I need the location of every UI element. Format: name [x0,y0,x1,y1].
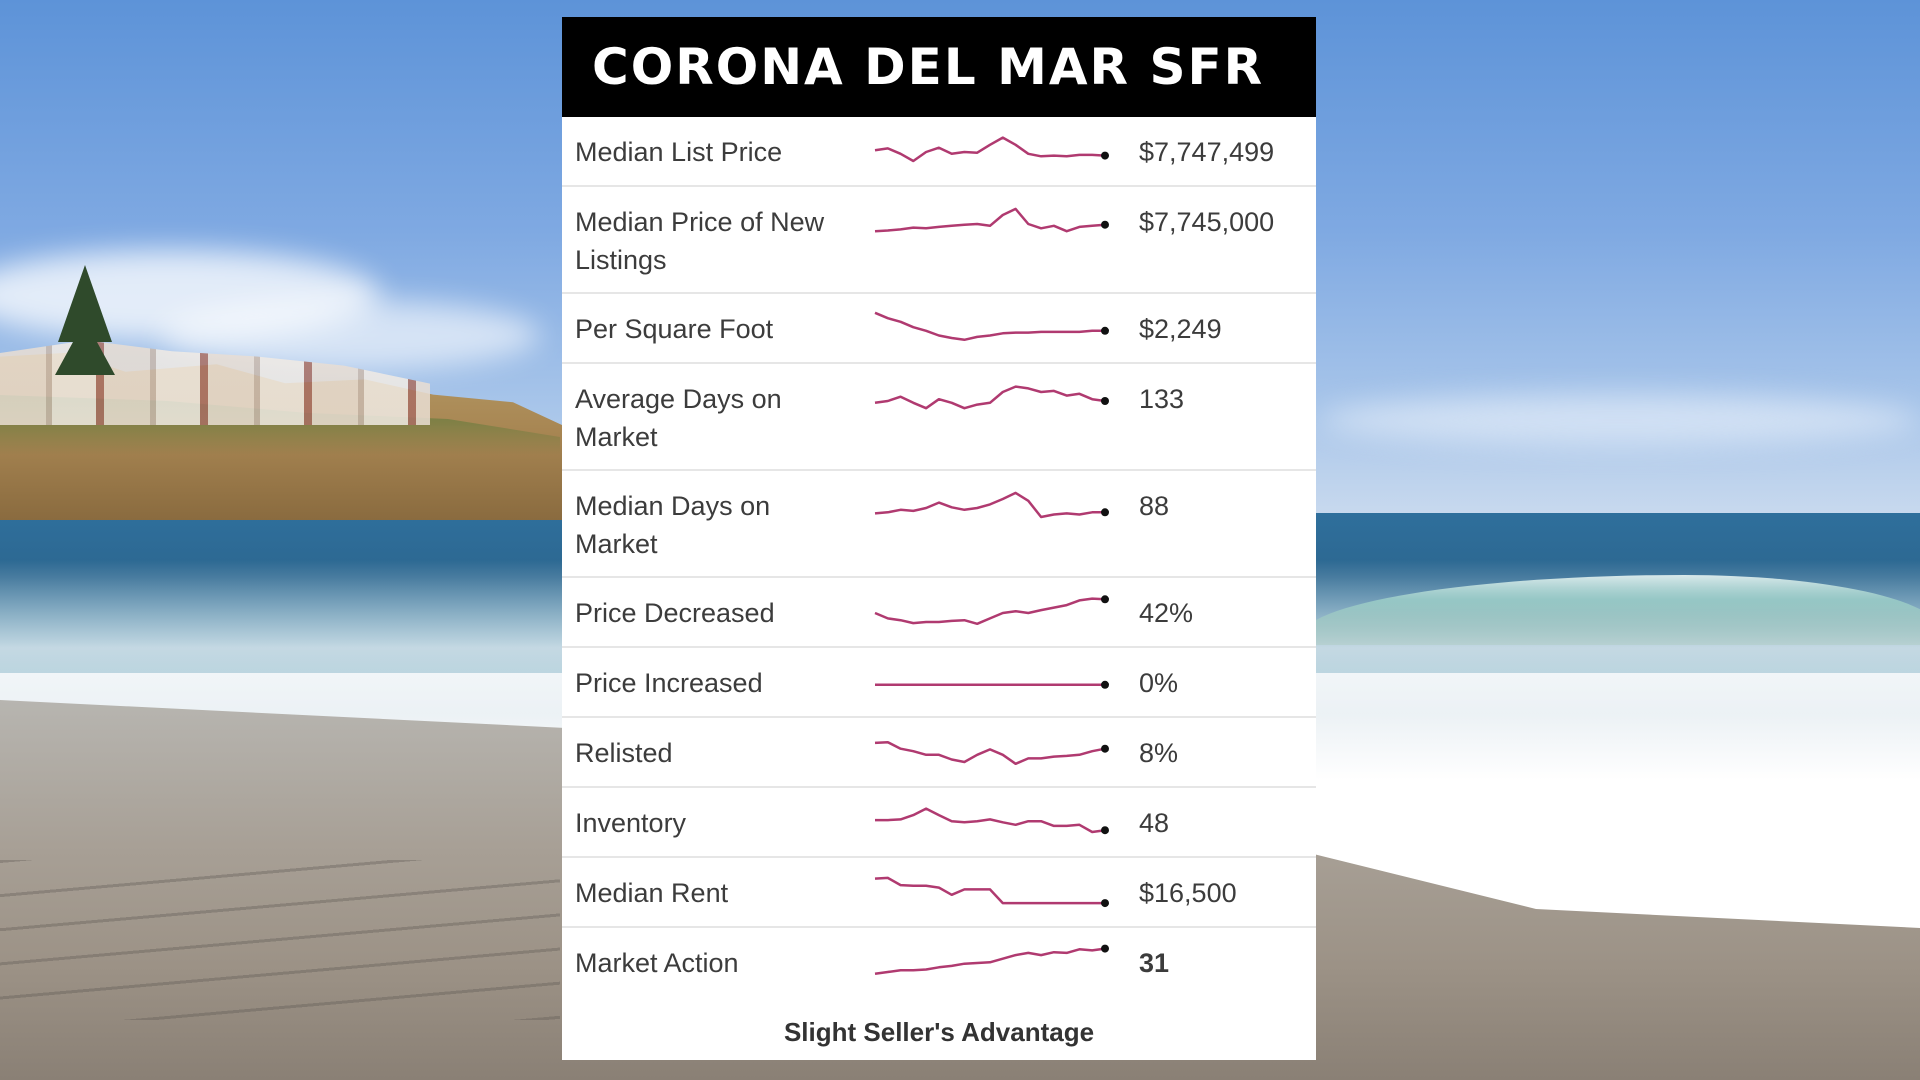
trend-sparkline [875,680,1109,689]
trend-endpoint [1101,595,1109,604]
stat-row: Median Days on Market 88 [562,471,1316,578]
trend-endpoint [1101,744,1109,753]
stat-value: $16,500 [1139,878,1237,908]
stat-label: Price Increased [575,668,763,698]
trend-line [874,311,1105,342]
card-header: CORONA DEL MAR SFR [562,17,1316,117]
stat-label: Median Price of New Listings [575,207,825,275]
stat-value: 31 [1139,948,1170,978]
stat-value: $7,747,499 [1139,137,1275,167]
cloud [1320,395,1920,445]
market-stats-card: CORONA DEL MAR SFR Median List Price $7,7… [562,17,1316,1060]
trend-endpoint [1101,944,1109,953]
stat-value: 42% [1139,598,1194,628]
trend-sparkline [874,491,1109,519]
stat-value: 48 [1139,808,1170,838]
trend-sparkline [875,807,1109,835]
stat-label: Per Square Foot [575,314,774,344]
trend-endpoint [1101,151,1109,160]
stat-label: Median List Price [575,137,783,167]
stat-label: Median Rent [575,878,729,908]
sand-ripples [0,860,560,1020]
stat-value: $7,745,000 [1139,207,1275,237]
stat-value: 0% [1139,668,1179,698]
stat-row: Per Square Foot $2,249 [562,294,1316,364]
trend-line [874,597,1106,626]
trend-sparkline [874,136,1109,163]
stat-value: 88 [1139,491,1170,521]
trend-line [874,385,1106,410]
stat-value: 8% [1139,738,1179,768]
trend-endpoint [1101,826,1109,835]
stat-label: Average Days on Market [575,384,782,452]
trend-line [875,807,1106,834]
trend-line [874,136,1106,163]
trend-line [874,740,1106,766]
stat-row: Inventory 48 [562,788,1316,858]
stat-label: Relisted [575,738,673,768]
stat-row: Median Price of New Listings $7,745,000 [562,187,1316,294]
trend-sparkline [874,740,1109,766]
stat-row: Median Rent $16,500 [562,858,1316,928]
stat-value: $2,249 [1139,314,1222,344]
trend-endpoint [1101,326,1109,335]
trend-sparkline [874,595,1109,626]
trend-sparkline [874,311,1109,342]
card-title: CORONA DEL MAR SFR [592,38,1265,96]
trend-endpoint [1101,899,1109,908]
trend-endpoint [1101,508,1109,517]
stat-label: Price Decreased [575,598,775,628]
trend-endpoint [1101,220,1109,229]
stat-row: Average Days on Market 133 [562,364,1316,471]
stat-label: Market Action [575,948,739,978]
stat-row: Median List Price $7,747,499 [562,117,1316,187]
trend-sparkline [874,207,1109,233]
stat-row: Market Action 31 [562,928,1316,998]
market-action-note: Slight Seller's Advantage [783,1017,1095,1047]
stat-row: Price Increased 0% [562,648,1316,718]
trend-endpoint [1101,680,1109,689]
stat-label: Median Days on Market [575,491,771,559]
trend-endpoint [1101,397,1109,405]
trend-sparkline [874,385,1109,410]
stat-row: Price Decreased 42% [562,578,1316,648]
stats-table: Median List Price $7,747,499 Median Price … [562,117,1316,998]
trend-line [874,876,1105,905]
trend-line [874,947,1106,976]
trend-sparkline [874,876,1109,908]
trend-line [874,207,1106,233]
stat-label: Inventory [575,808,687,838]
trend-sparkline [874,944,1109,976]
trend-line [874,491,1105,519]
stat-row: Relisted 8% [562,718,1316,788]
stat-value: 133 [1139,384,1185,414]
